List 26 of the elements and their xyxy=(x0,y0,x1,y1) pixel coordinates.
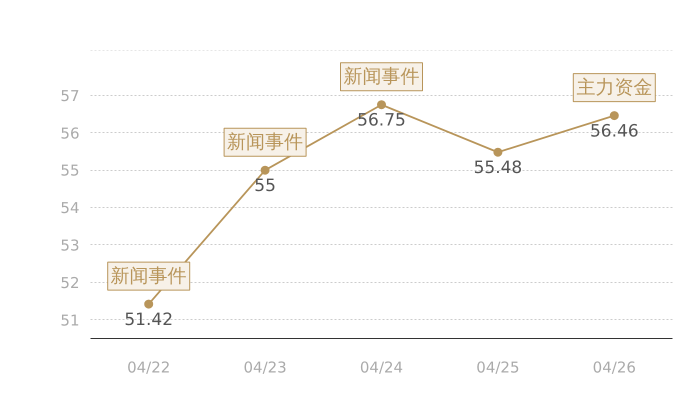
x-tick-label: 04/23 xyxy=(243,358,287,376)
y-tick-label: 51 xyxy=(60,311,80,330)
point xyxy=(493,148,502,157)
y-tick-label: 56 xyxy=(60,124,80,142)
x-tick-label: 04/22 xyxy=(127,358,170,376)
data-label: 51.42 xyxy=(124,310,174,330)
point xyxy=(260,166,270,175)
point xyxy=(377,100,386,110)
data-label: 56.75 xyxy=(357,110,406,131)
point xyxy=(610,111,619,120)
y-tick-label: 57 xyxy=(60,86,80,105)
x-tick-label: 04/25 xyxy=(476,358,520,376)
annotation: 新闻事件 xyxy=(344,66,420,88)
annotation: 主力资金 xyxy=(576,76,652,99)
x-tick-label: 04/24 xyxy=(360,358,404,376)
data-label: 55.48 xyxy=(474,158,522,178)
annotation: 新闻事件 xyxy=(110,265,187,288)
annotation: 新闻事件 xyxy=(227,131,304,154)
y-tick-label: 54 xyxy=(60,199,80,218)
point xyxy=(144,300,154,309)
y-tick-label: 52 xyxy=(60,274,80,292)
y-tick-label: 55 xyxy=(60,162,80,180)
data-label: 56.46 xyxy=(590,122,639,142)
data-label: 55 xyxy=(254,176,276,196)
x-tick-label: 04/26 xyxy=(592,358,636,376)
y-tick-label: 53 xyxy=(60,236,80,254)
